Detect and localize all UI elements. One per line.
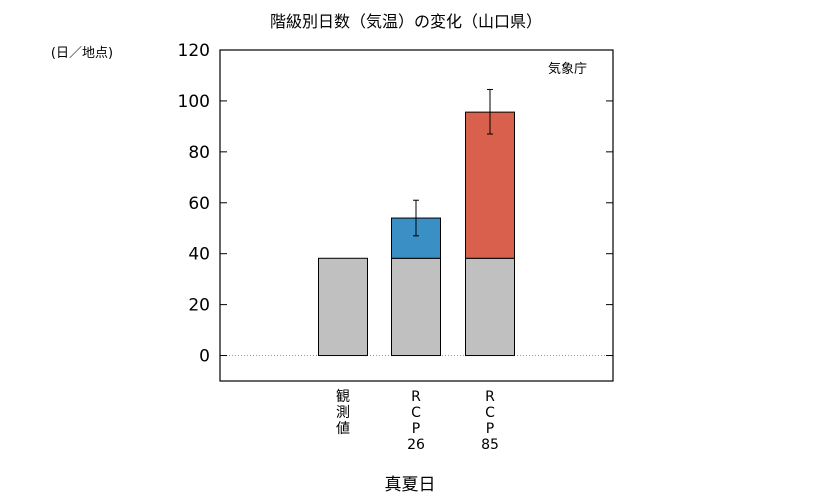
category-label-line: 85 xyxy=(481,437,499,453)
category-label-line: R xyxy=(485,389,495,405)
category-label-line: 値 xyxy=(336,421,350,437)
y-tick-label: 20 xyxy=(188,296,210,316)
bar-segment xyxy=(391,257,441,357)
category-label-line: C xyxy=(485,405,495,421)
category-label-line: 観 xyxy=(336,388,350,405)
error-bars xyxy=(413,88,493,237)
plot-area-frame xyxy=(219,49,614,382)
bars xyxy=(318,111,515,357)
y-axis: 0 20 40 60 80 100 120 xyxy=(178,41,613,367)
y-tick-label: 0 xyxy=(199,347,210,367)
y-tick-label: 120 xyxy=(178,41,210,61)
bar-segment xyxy=(465,111,515,259)
bar-segment xyxy=(391,217,441,259)
chart-title: 階級別日数（気温）の変化（山口県） xyxy=(270,12,542,31)
y-tick-label: 80 xyxy=(188,143,210,163)
y-axis-unit-label: (日／地点) xyxy=(51,46,113,61)
category-label-line: 測 xyxy=(336,405,350,421)
category-label-line: C xyxy=(411,405,421,421)
bar-segment xyxy=(318,257,368,357)
bar-segment xyxy=(465,257,515,357)
x-axis-label: 真夏日 xyxy=(385,475,436,495)
category-label-line: R xyxy=(411,389,421,405)
category-label-line: P xyxy=(486,421,494,437)
category-label-line: P xyxy=(412,421,420,437)
y-tick-label: 60 xyxy=(188,194,210,214)
source-label: 気象庁 xyxy=(548,61,587,77)
y-tick-label: 40 xyxy=(188,245,210,265)
category-label-line: 26 xyxy=(407,437,425,453)
y-tick-label: 100 xyxy=(178,92,210,112)
